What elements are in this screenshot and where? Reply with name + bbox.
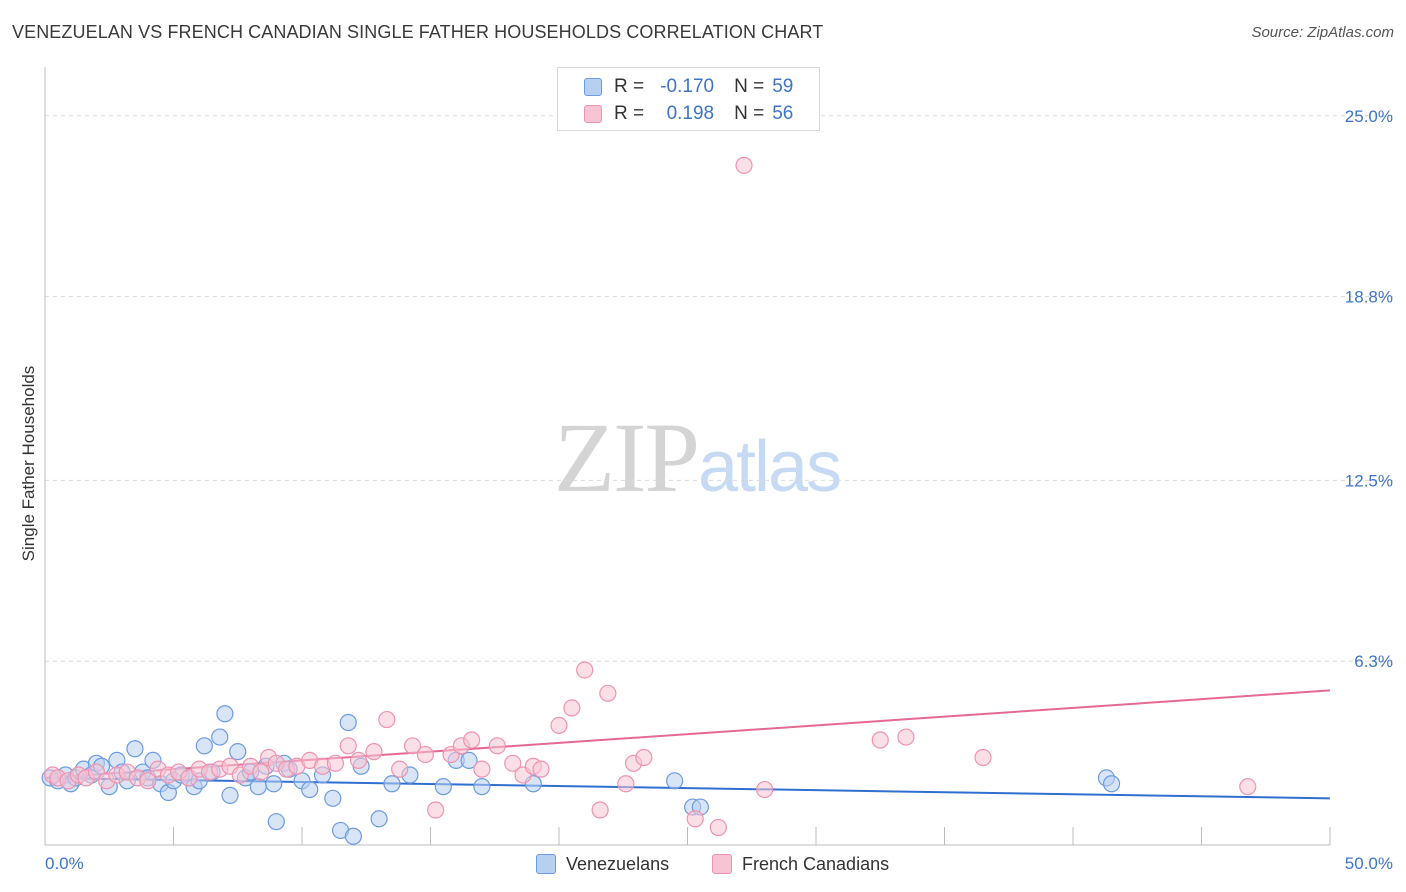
venezuelan-point (126, 740, 144, 758)
axes (44, 67, 1331, 846)
pink-swatch-icon (584, 105, 602, 123)
french-canadian-point (504, 754, 522, 772)
french-canadian-point (403, 737, 422, 755)
french-canadian-point (974, 748, 992, 767)
venezuelan-point (370, 810, 388, 828)
watermark: ZIPatlas (554, 400, 842, 515)
venezuelan-point (324, 789, 342, 807)
french-canadian-point (463, 731, 481, 749)
y-tick-label: 18.8% (1345, 288, 1393, 307)
legend-item-venezuelans[interactable]: Venezuelans (536, 852, 669, 876)
legend-item-french-canadians[interactable]: French Canadians (712, 852, 889, 876)
venezuelan-point (267, 813, 285, 831)
french-canadian-point (378, 710, 396, 729)
r-label: R = (614, 103, 645, 124)
chart-title: VENEZUELAN VS FRENCH CANADIAN SINGLE FAT… (12, 22, 824, 42)
french-canadian-point (550, 716, 568, 735)
french-canadian-point (416, 745, 434, 764)
r-value: 0.198 (666, 103, 715, 124)
venezuelan-point (344, 827, 362, 845)
blue-swatch-icon (584, 78, 602, 96)
venezuelan-point (460, 751, 478, 770)
french-canadian-point (709, 818, 727, 837)
french-canadian-point (339, 737, 357, 755)
french-canadian-point (563, 699, 581, 717)
french-canadian-point (599, 684, 617, 702)
french-canadian-point (635, 748, 653, 767)
source-credit[interactable]: Source: ZipAtlas.com (1251, 24, 1394, 41)
french-canadian-point (591, 801, 609, 819)
axis-labels: 6.3% 12.5% 18.8% 25.0% 0.0% 50.0% Single Fathe… (19, 107, 1393, 873)
french-canadian-point (473, 760, 491, 778)
venezuelan-point (249, 778, 267, 796)
venezuelan-point (229, 743, 247, 761)
french-canadian-point (576, 661, 594, 679)
legend-row-french-canadians: R = 0.198 N = 56 (584, 101, 793, 127)
venezuelan-point (221, 786, 239, 805)
x-tick-label: 0.0% (45, 854, 84, 873)
watermark-zip: ZIP (554, 402, 700, 513)
venezuelan-point (1102, 775, 1121, 793)
venezuelan-point (434, 778, 452, 796)
french-canadian-point (755, 780, 774, 799)
blue-swatch-icon (536, 854, 556, 874)
french-canadian-point (252, 763, 270, 781)
french-canadian-point (139, 772, 157, 790)
venezuelan-point (265, 775, 283, 793)
n-label: N = (734, 103, 765, 124)
r-label: R = (614, 76, 645, 97)
french-canadian-point (532, 760, 550, 778)
y-tick-label: 12.5% (1345, 471, 1393, 490)
french-canadian-point (871, 731, 889, 749)
y-axis-title: Single Father Households (19, 366, 38, 562)
venezuelan-point (666, 772, 684, 790)
watermark-atlas: atlas (698, 427, 842, 507)
x-tick-label: 50.0% (1345, 854, 1393, 873)
venezuelan-point (383, 775, 401, 793)
french-canadian-point (617, 775, 635, 793)
french-canadian-point (488, 737, 506, 755)
n-label: N = (734, 76, 765, 97)
legend-label: French Canadians (742, 853, 890, 874)
french-canadian-point (897, 728, 915, 746)
r-value: -0.170 (660, 76, 715, 97)
french-canadian-point (391, 760, 409, 778)
french-canadian-point (427, 801, 445, 819)
french-canadian-point (1239, 778, 1257, 796)
venezuelan-point (195, 737, 213, 755)
venezuelan-point (216, 705, 234, 723)
french-canadian-point (365, 743, 383, 761)
gridlines (45, 115, 1395, 662)
correlation-legend: R = -0.170 N = 59 R = 0.198 N = 56 (557, 67, 820, 131)
french-canadian-point (735, 156, 753, 174)
venezuelan-point (211, 728, 229, 746)
french-canadian-point (326, 754, 345, 772)
data-points (41, 156, 1257, 845)
venezuelan-point (473, 778, 491, 796)
legend-label: Venezuelans (566, 853, 670, 874)
n-value: 59 (772, 76, 794, 97)
legend-row-venezuelans: R = -0.170 N = 59 (584, 74, 793, 100)
venezuelan-point (301, 780, 319, 799)
french-canadian-point (349, 751, 368, 770)
y-tick-label: 6.3% (1354, 652, 1393, 671)
venezuelan-point (339, 713, 357, 732)
french-canadian-point (686, 810, 704, 828)
n-value: 56 (772, 103, 794, 124)
y-tick-label: 25.0% (1345, 107, 1393, 126)
pink-swatch-icon (712, 854, 732, 874)
